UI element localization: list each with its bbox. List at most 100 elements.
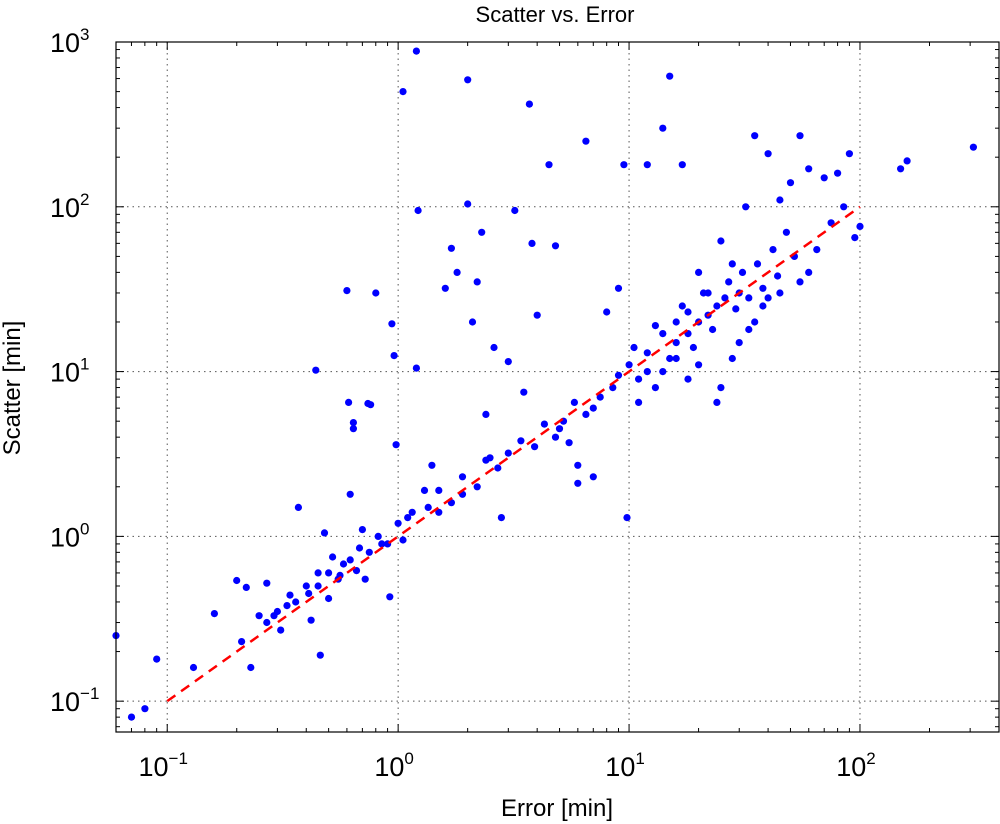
data-point <box>210 610 218 618</box>
data-point <box>672 339 680 347</box>
data-point <box>745 325 753 334</box>
data-point <box>365 548 373 556</box>
data-point <box>525 100 534 108</box>
data-point <box>294 503 302 511</box>
data-point <box>776 289 784 297</box>
data-point <box>531 443 539 451</box>
data-point <box>361 575 369 583</box>
data-point <box>713 398 721 406</box>
data-point <box>570 398 579 406</box>
data-point <box>969 143 978 151</box>
data-point <box>625 361 633 369</box>
x-tick-label: 102 <box>836 749 876 782</box>
data-point <box>728 260 736 268</box>
data-point <box>713 302 721 310</box>
data-point <box>358 526 366 534</box>
data-point <box>302 582 310 590</box>
data-point <box>346 490 354 498</box>
data-point <box>399 536 407 544</box>
data-point <box>435 508 443 516</box>
data-point <box>651 322 660 330</box>
data-point <box>574 479 582 487</box>
data-point <box>390 352 398 360</box>
data-point <box>388 320 396 328</box>
data-point <box>717 384 725 392</box>
data-point <box>404 514 412 522</box>
data-point <box>776 196 784 204</box>
data-point <box>551 433 560 441</box>
data-point <box>759 302 767 310</box>
data-point <box>764 294 772 302</box>
ticks: 10−1 100 101 102 10−1 100 101 102 103 <box>50 25 1000 782</box>
data-point <box>672 318 680 326</box>
data-point <box>643 349 651 357</box>
data-point <box>630 343 638 352</box>
data-point <box>420 486 429 494</box>
data-point <box>141 705 149 713</box>
data-point <box>721 294 729 302</box>
data-point <box>751 132 759 140</box>
data-point <box>270 612 278 620</box>
data-point <box>372 289 380 297</box>
data-point <box>386 593 394 601</box>
data-point <box>394 519 402 527</box>
data-point <box>428 461 436 469</box>
data-point <box>473 278 481 286</box>
data-point <box>805 268 813 276</box>
y-tick-label: 101 <box>50 355 90 388</box>
fit-layer <box>166 205 861 703</box>
data-point <box>555 425 564 433</box>
data-point <box>796 132 804 140</box>
data-point <box>603 308 611 316</box>
data-point <box>233 576 241 585</box>
data-point <box>695 268 703 276</box>
data-point <box>620 161 628 169</box>
data-point <box>520 388 528 396</box>
y-tick-label: 10−1 <box>50 684 99 717</box>
data-point <box>840 203 848 211</box>
data-point <box>805 165 813 173</box>
y-tick-label: 103 <box>50 25 90 58</box>
data-point <box>651 384 660 392</box>
data-point <box>582 137 590 145</box>
data-point <box>820 174 828 182</box>
data-point <box>897 165 905 173</box>
data-point <box>316 651 324 659</box>
data-point <box>643 161 651 169</box>
data-point <box>528 239 536 247</box>
data-point <box>305 589 313 598</box>
data-point <box>441 284 449 292</box>
data-point <box>786 179 795 187</box>
data-point <box>709 325 717 334</box>
data-point <box>325 594 333 603</box>
data-point <box>286 591 294 599</box>
data-point <box>589 404 597 412</box>
data-point <box>813 246 821 254</box>
data-point <box>242 583 250 592</box>
data-point <box>684 375 692 383</box>
data-point <box>751 318 759 326</box>
data-point <box>473 483 481 491</box>
x-tick-label: 101 <box>605 749 645 782</box>
data-point <box>551 242 560 250</box>
data-point <box>447 244 455 252</box>
data-point <box>582 410 590 418</box>
x-tick-label: 100 <box>374 749 414 782</box>
plot-area-frame <box>115 41 1000 733</box>
data-point <box>725 278 733 286</box>
y-tick-label: 102 <box>50 190 90 223</box>
data-point <box>764 150 772 158</box>
data-point <box>424 503 432 511</box>
data-point <box>517 437 525 445</box>
data-point <box>320 529 329 537</box>
data-point <box>277 626 285 634</box>
data-point <box>349 425 357 433</box>
data-point <box>678 302 686 310</box>
data-point <box>329 553 337 561</box>
data-point <box>623 514 631 522</box>
data-point <box>856 222 864 230</box>
data-point <box>435 486 443 494</box>
data-point <box>851 234 859 242</box>
data-point <box>735 339 743 347</box>
